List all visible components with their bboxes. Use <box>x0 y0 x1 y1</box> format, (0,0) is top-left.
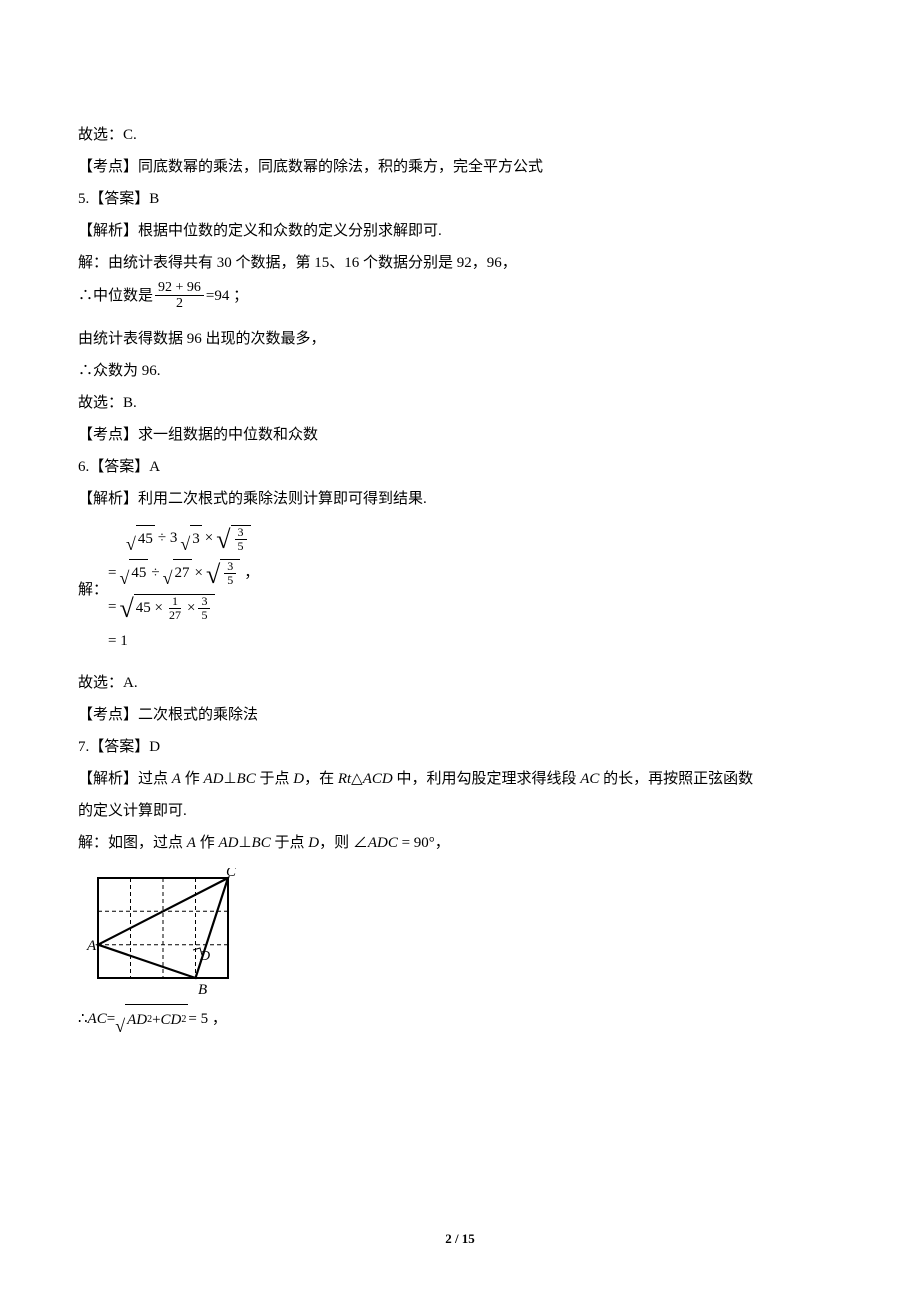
median-den: 2 <box>173 296 186 311</box>
sqrt-frac-2: √ 3 5 <box>206 559 240 587</box>
median-suffix: =94 ； <box>206 281 248 311</box>
sqrt-27: √27 <box>163 559 192 587</box>
math-row-3: = √ 45 × 1 27 × 3 5 <box>108 594 215 622</box>
median-prefix: ∴中位数是 <box>78 281 153 311</box>
math-steps: √45 ÷ 3 √3 × √ 3 5 = <box>108 522 259 658</box>
q5-topic: 【考点】求一组数据的中位数和众数 <box>78 420 842 450</box>
sqrt-3: √3 <box>180 525 201 553</box>
q7-answer: 7.【答案】D <box>78 732 842 762</box>
q5-step4: ∴众数为 96. <box>78 356 842 386</box>
sqrt-frac-1: √ 3 5 <box>216 525 250 553</box>
q6-analysis: 【解析】利用二次根式的乘除法则计算即可得到结果. <box>78 484 842 514</box>
math-row-1: √45 ÷ 3 √3 × √ 3 5 <box>126 525 251 553</box>
q7-step: 解：如图，过点 A 作 AD⊥BC 于点 D，则 ∠ADC = 90°， <box>78 828 842 858</box>
triangle-grid-svg: A C B D <box>78 868 238 998</box>
sqrt-pythag: √ AD2 + CD2 <box>115 1004 188 1035</box>
label-A: A <box>86 938 97 954</box>
median-fraction: 92 + 96 2 <box>155 280 204 312</box>
q5-step5: 故选：B. <box>78 388 842 418</box>
q5-answer: 5.【答案】B <box>78 184 842 214</box>
math-row-2: = √45 ÷ √27 × √ 3 5 <box>108 559 259 587</box>
label-C: C <box>226 868 237 880</box>
topic-line: 【考点】同底数幂的乘法，同底数幂的除法，积的乘方，完全平方公式 <box>78 152 842 182</box>
q6-answer: 6.【答案】A <box>78 452 842 482</box>
sqrt-big: √ 45 × 1 27 × 3 5 <box>119 594 215 622</box>
conclusion-line: 故选：C. <box>78 120 842 150</box>
q5-step1: 解：由统计表得共有 30 个数据，第 15、16 个数据分别是 92，96， <box>78 248 842 278</box>
math-row-4: = 1 <box>108 628 128 655</box>
sqrt-45-2: √45 <box>119 559 148 587</box>
median-num: 92 + 96 <box>155 280 204 296</box>
label-D: D <box>199 949 210 964</box>
page-footer: 2 / 15 <box>0 1226 920 1252</box>
grid-diagram: A C B D <box>78 868 238 998</box>
sqrt-45-1: √45 <box>126 525 155 553</box>
solve-label: 解： <box>78 575 108 605</box>
q6-choose: 故选：A. <box>78 668 842 698</box>
q5-analysis: 【解析】根据中位数的定义和众数的定义分别求解即可. <box>78 216 842 246</box>
q6-topic: 【考点】二次根式的乘除法 <box>78 700 842 730</box>
q5-median-line: ∴中位数是 92 + 96 2 =94 ； <box>78 280 842 312</box>
document-body: 故选：C. 【考点】同底数幂的乘法，同底数幂的除法，积的乘方，完全平方公式 5.… <box>78 120 842 1037</box>
q7-analysis-line2: 的定义计算即可. <box>78 796 842 826</box>
q6-math-block: 解： √45 ÷ 3 √3 × √ 3 5 <box>78 522 842 658</box>
q5-step3: 由统计表得数据 96 出现的次数最多， <box>78 324 842 354</box>
label-B: B <box>198 982 207 998</box>
q7-analysis-line1: 【解析】过点 A 作 AD⊥BC 于点 D，在 Rt△ACD 中，利用勾股定理求… <box>78 764 842 794</box>
comma: ， <box>244 560 259 587</box>
q7-eq-line: ∴ AC = √ AD2 + CD2 = 5 ， <box>78 1004 842 1035</box>
